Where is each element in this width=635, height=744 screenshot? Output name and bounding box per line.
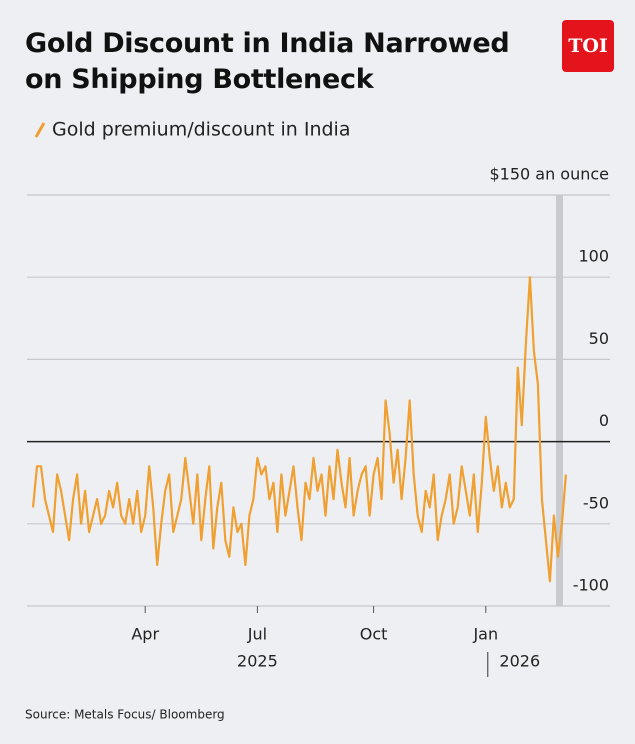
y-tick-label: $150 an ounce [489,165,609,184]
legend-swatch [34,122,46,138]
y-tick-label: 100 [578,247,609,266]
x-tick-label: Jan [472,625,498,644]
logo: TOI [562,20,614,72]
data-line [31,276,567,583]
y-tick-label: -50 [583,493,609,512]
x-tick-label: Oct [360,625,388,644]
highlight-band [556,195,563,606]
y-tick-label: 50 [589,329,609,348]
x-tick-label: Jul [247,625,267,644]
y-tick-label: -100 [573,576,609,595]
source: Source: Metals Focus/ Bloomberg [25,708,225,722]
legend-label: Gold premium/discount in India [52,119,350,141]
y-tick-label: 0 [599,411,609,430]
chart-title: Gold Discount in India Narrowed on Shipp… [25,28,510,95]
x-group-label: 2026 [499,652,540,671]
x-tick-label: Apr [131,625,159,644]
x-group-label: 2025 [237,652,278,671]
